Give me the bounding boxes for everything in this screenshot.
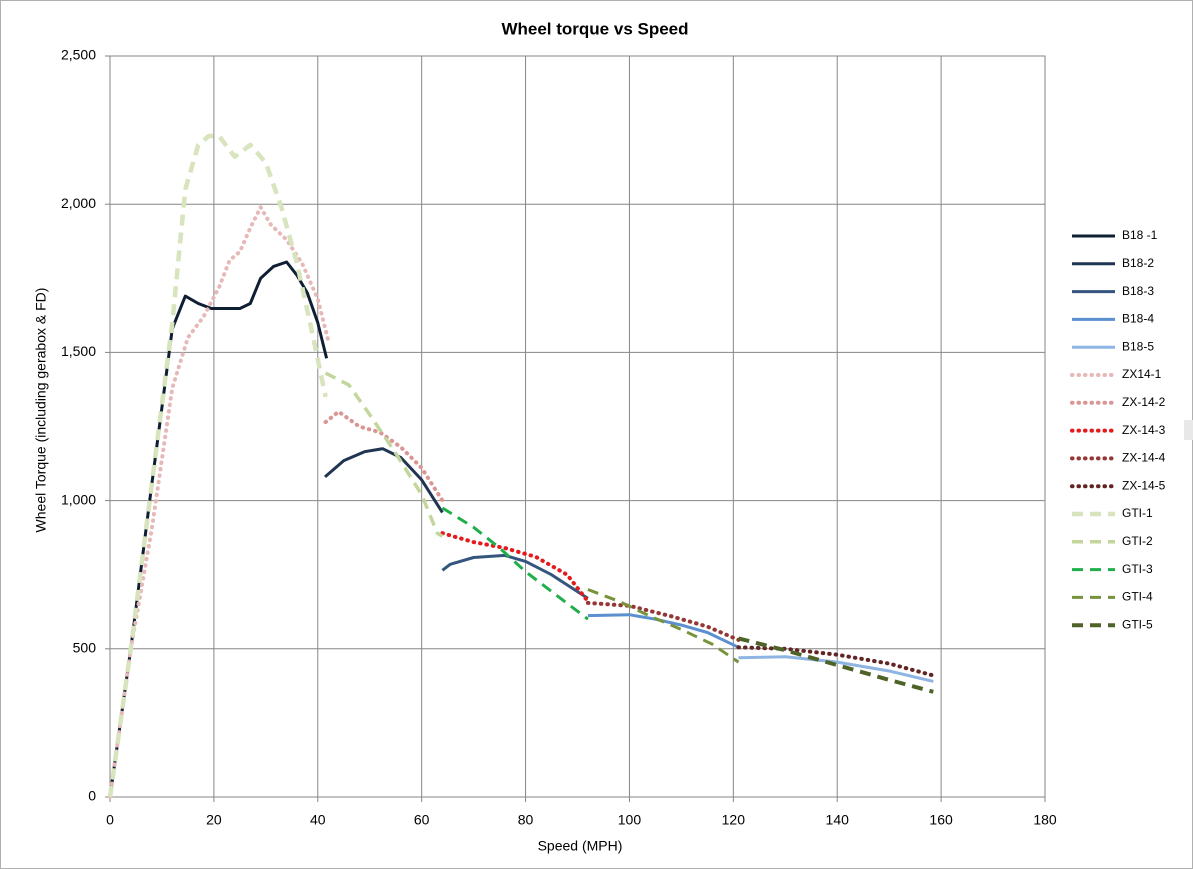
- y-tick-label: 0: [88, 788, 96, 804]
- x-tick-label: 20: [206, 812, 222, 828]
- series-line: [587, 588, 740, 664]
- y-tick-label: 2,500: [61, 47, 96, 63]
- chart-title: Wheel torque vs Speed: [501, 19, 688, 38]
- series-line: [108, 205, 331, 799]
- series-line: [441, 506, 589, 621]
- y-axis-title: Wheel Torque (including gerabox & FD): [33, 288, 49, 533]
- legend-label: ZX-14-3: [1122, 423, 1166, 437]
- x-tick-label: 120: [722, 812, 746, 828]
- x-tick-label: 100: [618, 812, 642, 828]
- legend-label: ZX-14-2: [1122, 395, 1166, 409]
- series-line: [440, 531, 590, 604]
- legend-label: ZX-14-5: [1122, 478, 1166, 492]
- legend-label: GTI-3: [1122, 562, 1153, 576]
- x-tick-label: 160: [929, 812, 953, 828]
- x-tick-label: 80: [518, 812, 534, 828]
- series-line: [324, 371, 444, 538]
- y-tick-label: 1,500: [61, 343, 96, 359]
- scroll-handle: [1184, 420, 1193, 440]
- x-tick-label: 140: [826, 812, 850, 828]
- series-line: [738, 655, 934, 683]
- series-line: [587, 613, 740, 649]
- legend-label: ZX14-1: [1122, 367, 1162, 381]
- legend-label: B18-5: [1122, 339, 1154, 353]
- legend-label: GTI-4: [1122, 590, 1153, 604]
- x-tick-label: 40: [310, 812, 326, 828]
- y-tick-label: 500: [73, 640, 97, 656]
- x-axis-title: Speed (MPH): [538, 838, 623, 854]
- legend-label: B18-2: [1122, 256, 1154, 270]
- y-tick-label: 2,000: [61, 195, 96, 211]
- y-tick-label: 1,000: [61, 491, 96, 507]
- series-line: [738, 636, 934, 694]
- legend-label: GTI-2: [1122, 534, 1153, 548]
- series-line: [107, 133, 328, 798]
- legend-label: B18 -1: [1122, 228, 1158, 242]
- legend-label: GTI-5: [1122, 617, 1153, 631]
- series-line: [736, 645, 936, 678]
- series-line: [585, 600, 741, 642]
- x-tick-label: 60: [414, 812, 430, 828]
- plot-border: [109, 55, 1046, 798]
- legend-label: B18-3: [1122, 284, 1154, 298]
- series-line: [441, 553, 589, 600]
- x-tick-label: 0: [106, 812, 114, 828]
- legend-label: ZX-14-4: [1122, 451, 1166, 465]
- series-line: [324, 447, 444, 514]
- legend-label: B18-4: [1122, 312, 1154, 326]
- x-tick-label: 180: [1033, 812, 1057, 828]
- legend-label: GTI-1: [1122, 506, 1153, 520]
